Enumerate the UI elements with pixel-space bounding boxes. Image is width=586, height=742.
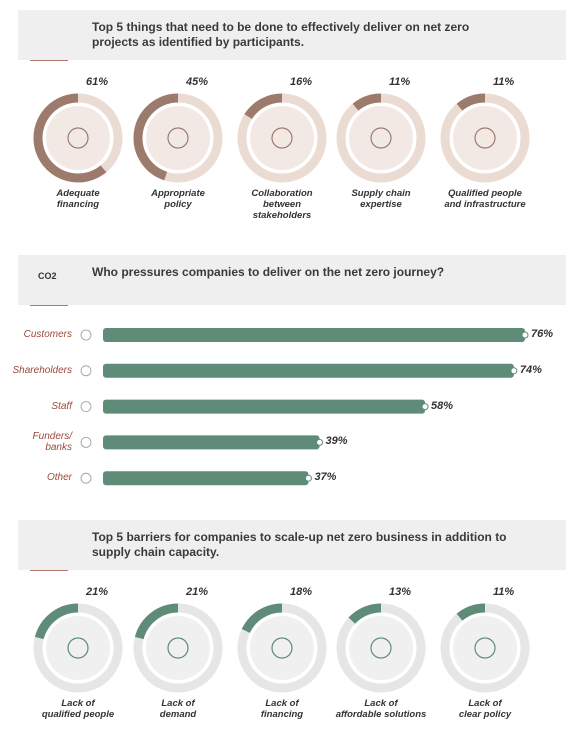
ring-icon [67, 637, 89, 659]
ring-icon [474, 127, 496, 149]
ring-arc [134, 603, 179, 640]
ring-inner [349, 616, 413, 680]
category-label: Lack of qualified people [41, 698, 115, 720]
value-label: 58% [431, 399, 454, 412]
section-title: Top 5 things that need to be done to eff… [92, 20, 470, 49]
section-title: Top 5 barriers for companies to scale-up… [92, 530, 507, 559]
value-label: 21% [186, 586, 209, 598]
ring-inner [46, 616, 110, 680]
ring-arc [244, 93, 283, 120]
cat-icon [80, 472, 92, 484]
value-label: 61% [86, 76, 109, 88]
ring-inner [46, 106, 110, 170]
value-label: 76% [531, 328, 554, 340]
ring-icon [167, 127, 189, 149]
ring-inner [349, 106, 413, 170]
bar [103, 471, 309, 486]
category-label: Appropriate policy [151, 188, 205, 210]
category-label: Lack of affordable solutions [335, 698, 427, 720]
cat-icon [80, 365, 92, 377]
cat-icon [80, 329, 92, 341]
bar-end [510, 367, 518, 375]
bar [103, 328, 525, 342]
category-label: Shareholders [12, 364, 72, 376]
category-label: Staff [51, 400, 72, 412]
category-label: Customers [23, 329, 72, 340]
section-header [18, 255, 566, 305]
ring-icon [370, 127, 392, 149]
value-label: 11% [493, 76, 515, 88]
value-label: 37% [314, 471, 337, 484]
ring-inner [146, 616, 210, 680]
value-label: 11% [389, 76, 411, 88]
ring-arc [348, 603, 382, 624]
ring-icon [271, 637, 293, 659]
value-label: 74% [519, 363, 542, 376]
category-label: Lack of demand [159, 698, 197, 720]
value-label: 21% [86, 586, 109, 598]
ring-icon [370, 637, 392, 659]
bar-end [304, 474, 312, 482]
ring-icon [474, 637, 496, 659]
ring-arc [456, 93, 486, 111]
ring-inner [146, 106, 210, 170]
bar [103, 435, 320, 450]
ring-icon [67, 127, 89, 149]
value-label: 16% [290, 76, 313, 88]
value-label: 13% [389, 586, 412, 598]
ring-arc [352, 93, 382, 111]
ring-inner [250, 616, 314, 680]
ring-inner [250, 106, 314, 170]
icon-text: CO2 [38, 271, 57, 281]
bar [103, 363, 514, 378]
ring-icon [167, 637, 189, 659]
cat-icon [80, 436, 92, 448]
cat-icon [80, 401, 92, 413]
bar-end [421, 403, 429, 411]
category-label: Qualified people and infrastructure [444, 188, 526, 210]
bar-end [316, 438, 324, 446]
value-label: 18% [290, 586, 313, 598]
category-label: Lack of financing [260, 698, 304, 720]
bar [103, 399, 426, 414]
category-label: Adequate financing [56, 188, 100, 210]
section-title: Who pressures companies to deliver on th… [92, 265, 445, 279]
value-label: 45% [186, 76, 209, 88]
category-label: Collaboration between stakeholders [251, 188, 313, 221]
section-header [18, 10, 566, 60]
category-label: Lack of clear policy [458, 698, 512, 720]
ring-inner [453, 616, 517, 680]
ring-arc [34, 603, 79, 640]
category-label: Funders/ banks [32, 431, 72, 454]
section-header [18, 520, 566, 570]
ring-arc [456, 603, 486, 621]
ring-inner [453, 106, 517, 170]
category-label: Other [46, 472, 72, 484]
value-label: 39% [325, 435, 348, 448]
ring-arc [33, 93, 107, 183]
value-label: 11% [493, 586, 515, 598]
ring-arc [241, 603, 283, 634]
ring-arc [133, 93, 179, 181]
ring-icon [271, 127, 293, 149]
category-label: Supply chain expertise [351, 188, 411, 210]
bar-end [521, 331, 529, 339]
